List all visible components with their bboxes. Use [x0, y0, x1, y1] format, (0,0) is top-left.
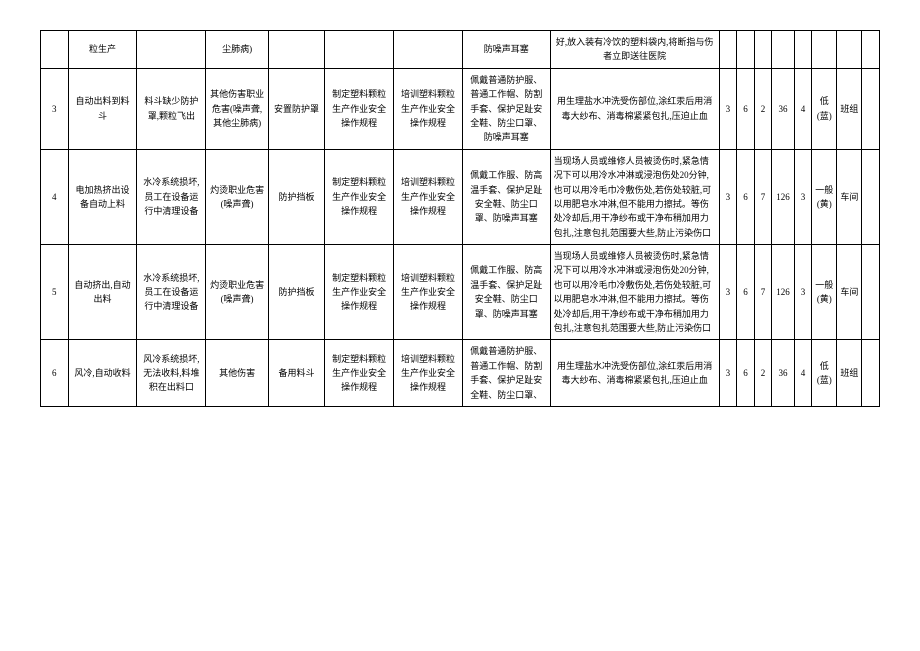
score-c: [754, 31, 772, 69]
risk-desc: 风冷系统损坏,无法收料,料堆积在出料口: [137, 340, 206, 407]
score-l: 3: [719, 245, 737, 340]
ppe: 佩戴工作服、防高温手套、保护足趾安全鞋、防尘口罩、防噪声耳塞: [462, 149, 550, 244]
score-c: 7: [754, 245, 772, 340]
end-col: [862, 149, 880, 244]
hazard-type: 其他伤害职业危害(噪声聋,其他尘肺病): [206, 68, 269, 149]
eng-control: [268, 31, 324, 69]
training: 培训塑料颗粒生产作业安全操作规程: [394, 68, 463, 149]
emergency: 用生理盐水冲洗受伤部位,涂红汞后用消毒大纱布、消毒棉紧紧包扎,压迫止血: [550, 340, 719, 407]
score-e: 6: [737, 68, 755, 149]
end-col: [862, 340, 880, 407]
emergency: 当现场人员或维修人员被烫伤时,紧急情况下可以用冷水冲淋或浸泡伤处20分钟,也可以…: [550, 245, 719, 340]
work-step: 电加热挤出设备自动上料: [68, 149, 137, 244]
eng-control: 备用料斗: [268, 340, 324, 407]
score-l: 3: [719, 149, 737, 244]
manager: 车间: [837, 245, 862, 340]
risk-desc: 料斗缺少防护罩,颗粒飞出: [137, 68, 206, 149]
table-row: 3自动出料到料斗料斗缺少防护罩,颗粒飞出其他伤害职业危害(噪声聋,其他尘肺病)安…: [41, 68, 880, 149]
hazard-type: 其他伤害: [206, 340, 269, 407]
score-e: 6: [737, 245, 755, 340]
admin-control: 制定塑料颗粒生产作业安全操作规程: [325, 340, 394, 407]
risk-rank: 3: [794, 245, 812, 340]
score-d: [772, 31, 795, 69]
score-e: [737, 31, 755, 69]
row-index: 4: [41, 149, 69, 244]
manager: 班组: [837, 340, 862, 407]
score-c: 2: [754, 340, 772, 407]
row-index: 6: [41, 340, 69, 407]
table-row: 4电加热挤出设备自动上料水冷系统损坏,员工在设备运行中清理设备灼烫职业危害(噪声…: [41, 149, 880, 244]
score-c: 7: [754, 149, 772, 244]
risk-desc: [137, 31, 206, 69]
end-col: [862, 245, 880, 340]
table-row: 6风冷,自动收料风冷系统损坏,无法收料,料堆积在出料口其他伤害备用料斗制定塑料颗…: [41, 340, 880, 407]
work-step: 自动挤出,自动出料: [68, 245, 137, 340]
risk-level: 一般(黄): [812, 245, 837, 340]
hazard-type: 灼烫职业危害(噪声聋): [206, 149, 269, 244]
score-l: 3: [719, 68, 737, 149]
end-col: [862, 68, 880, 149]
training: 培训塑料颗粒生产作业安全操作规程: [394, 245, 463, 340]
ppe: 防噪声耳塞: [462, 31, 550, 69]
score-c: 2: [754, 68, 772, 149]
risk-level: 一般(黄): [812, 149, 837, 244]
score-e: 6: [737, 340, 755, 407]
eng-control: 防护挡板: [268, 149, 324, 244]
hazard-type: 灼烫职业危害(噪声聋): [206, 245, 269, 340]
score-d: 126: [772, 245, 795, 340]
training: [394, 31, 463, 69]
manager: 车间: [837, 149, 862, 244]
risk-level: 低(蓝): [812, 340, 837, 407]
hazard-type: 尘肺病): [206, 31, 269, 69]
row-index: 3: [41, 68, 69, 149]
emergency: 当现场人员或维修人员被烫伤时,紧急情况下可以用冷水冲淋或浸泡伤处20分钟,也可以…: [550, 149, 719, 244]
ppe: 佩戴普通防护服、普通工作帽、防割手套、保护足趾安全鞋、防尘口罩、: [462, 340, 550, 407]
work-step: 粒生产: [68, 31, 137, 69]
row-index: 5: [41, 245, 69, 340]
risk-level: [812, 31, 837, 69]
table-row: 粒生产 尘肺病) 防噪声耳塞好,放入装有冷饮的塑料袋内,将断指与伤者立即送往医院: [41, 31, 880, 69]
work-step: 风冷,自动收料: [68, 340, 137, 407]
manager: [837, 31, 862, 69]
emergency: 好,放入装有冷饮的塑料袋内,将断指与伤者立即送往医院: [550, 31, 719, 69]
row-index: [41, 31, 69, 69]
score-l: [719, 31, 737, 69]
risk-desc: 水冷系统损坏,员工在设备运行中清理设备: [137, 149, 206, 244]
eng-control: 安置防护罩: [268, 68, 324, 149]
score-l: 3: [719, 340, 737, 407]
risk-rank: 4: [794, 340, 812, 407]
eng-control: 防护挡板: [268, 245, 324, 340]
admin-control: 制定塑料颗粒生产作业安全操作规程: [325, 149, 394, 244]
admin-control: 制定塑料颗粒生产作业安全操作规程: [325, 245, 394, 340]
work-step: 自动出料到料斗: [68, 68, 137, 149]
training: 培训塑料颗粒生产作业安全操作规程: [394, 340, 463, 407]
manager: 班组: [837, 68, 862, 149]
table-row: 5自动挤出,自动出料水冷系统损坏,员工在设备运行中清理设备灼烫职业危害(噪声聋)…: [41, 245, 880, 340]
score-d: 36: [772, 68, 795, 149]
risk-rank: 4: [794, 68, 812, 149]
admin-control: [325, 31, 394, 69]
risk-level: 低(蓝): [812, 68, 837, 149]
end-col: [862, 31, 880, 69]
score-d: 36: [772, 340, 795, 407]
risk-rank: 3: [794, 149, 812, 244]
admin-control: 制定塑料颗粒生产作业安全操作规程: [325, 68, 394, 149]
training: 培训塑料颗粒生产作业安全操作规程: [394, 149, 463, 244]
safety-assessment-table: 粒生产尘肺病)防噪声耳塞好,放入装有冷饮的塑料袋内,将断指与伤者立即送往医院3自…: [40, 30, 880, 407]
score-e: 6: [737, 149, 755, 244]
ppe: 佩戴工作服、防高温手套、保护足趾安全鞋、防尘口罩、防噪声耳塞: [462, 245, 550, 340]
risk-rank: [794, 31, 812, 69]
ppe: 佩戴普通防护服、普通工作帽、防割手套、保护足趾安全鞋、防尘口罩、防噪声耳塞: [462, 68, 550, 149]
emergency: 用生理盐水冲洗受伤部位,涂红汞后用消毒大纱布、消毒棉紧紧包扎,压迫止血: [550, 68, 719, 149]
risk-desc: 水冷系统损坏,员工在设备运行中清理设备: [137, 245, 206, 340]
score-d: 126: [772, 149, 795, 244]
